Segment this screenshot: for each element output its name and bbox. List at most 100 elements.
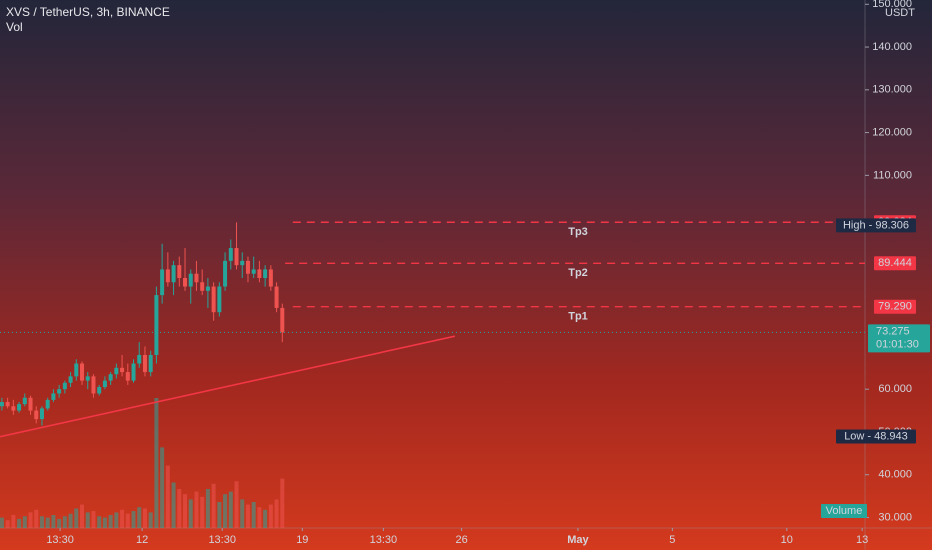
candle-body [0,402,4,407]
candle-body [223,260,228,287]
x-tick-label: May [567,534,589,546]
x-tick-label: 13:30 [46,534,74,546]
extreme-box [836,218,916,233]
volume-bar [57,518,62,528]
volume-bar [217,502,222,528]
extreme-label: Low - 48.943 [844,430,908,442]
volume-bar [171,482,176,528]
volume-bar [91,511,96,528]
extreme-label: High - 98.306 [843,219,909,231]
volume-bar [51,515,56,528]
volume-bar [177,489,182,528]
volume-bar [85,512,90,528]
candle-body [280,307,285,333]
y-tick-label: 110.000 [873,169,912,181]
volume-bar [22,516,27,528]
volume-bar [131,511,136,528]
candle-body [160,269,165,296]
volume-bar [62,516,67,528]
volume-bar [11,515,16,528]
y-tick-label: 60.000 [878,383,912,395]
candle-body [154,295,159,355]
candle-body [114,367,119,375]
candle-body [51,393,56,400]
target-name: Tp2 [568,267,588,279]
candle-body [183,277,188,287]
volume-bar [0,517,4,528]
target-name: Tp1 [568,311,588,323]
y-tick-label: 140.000 [872,41,912,53]
volume-bar [228,491,233,528]
x-tick-label: 13 [856,534,868,546]
candle-body [5,402,10,407]
candle-body [268,269,273,287]
volume-tag-label: Volume [826,505,863,517]
volume-bar [251,502,256,528]
candle-body [62,382,67,390]
candle-body [137,354,142,364]
y-tick-label: 150.000 [872,0,912,10]
volume-bar [102,517,107,528]
volume-tag [821,504,867,518]
volume-bar [45,517,50,528]
y-tick-label: 30.000 [878,511,912,523]
candle-body [165,269,170,283]
candle-body [205,286,210,291]
volume-bar [5,520,10,528]
volume-bar [125,513,130,528]
x-tick-label: 19 [296,534,308,546]
candle-body [57,389,62,394]
y-tick-label: 120.000 [872,126,912,138]
candle-body [22,397,27,405]
candle-body [228,248,233,261]
x-tick-label: 26 [455,534,467,546]
candle-body [120,367,125,373]
target-name: Tp3 [568,226,588,238]
volume-bar [200,496,205,528]
candle-body [245,260,250,274]
volume-bar [205,489,210,528]
volume-bar [165,465,170,528]
candle-body [148,354,153,373]
candle-body [85,376,90,381]
y-tick-label: 40.000 [878,469,912,481]
volume-bar [80,504,85,528]
volume-bar [28,512,33,528]
target-price-box [874,299,916,314]
volume-bar [188,499,193,528]
volume-bar [39,516,44,528]
volume-bar [240,499,245,528]
candle-body [28,397,33,411]
candle-body [34,410,39,420]
x-tick-label: 13:30 [370,534,398,546]
candle-body [80,363,85,381]
candle-body [68,376,73,383]
candle-body [125,372,130,381]
x-tick-label: 13:30 [208,534,236,546]
candle-body [188,273,193,287]
volume-bar [142,508,147,528]
volume-bar [108,515,113,528]
volume-bar [148,512,153,528]
candle-body [45,399,50,409]
volume-bar [263,509,268,528]
volume-bar [97,516,102,528]
volume-bar [268,504,273,528]
trend-line [0,335,456,438]
candle-body [171,265,176,283]
candle-body [194,273,199,283]
y-tick-label: 130.000 [872,84,912,96]
target-price: 79.290 [878,301,912,313]
currency-label: USDT [885,7,915,19]
volume-bar [211,483,216,528]
candle-body [240,260,245,266]
volume-bar [280,478,285,528]
candle-body [257,269,262,278]
candle-body [211,286,216,313]
volume-bar [154,398,159,528]
volume-bar [34,509,39,528]
last-price-label: 73.275 [876,325,910,337]
volume-bar [274,499,279,528]
